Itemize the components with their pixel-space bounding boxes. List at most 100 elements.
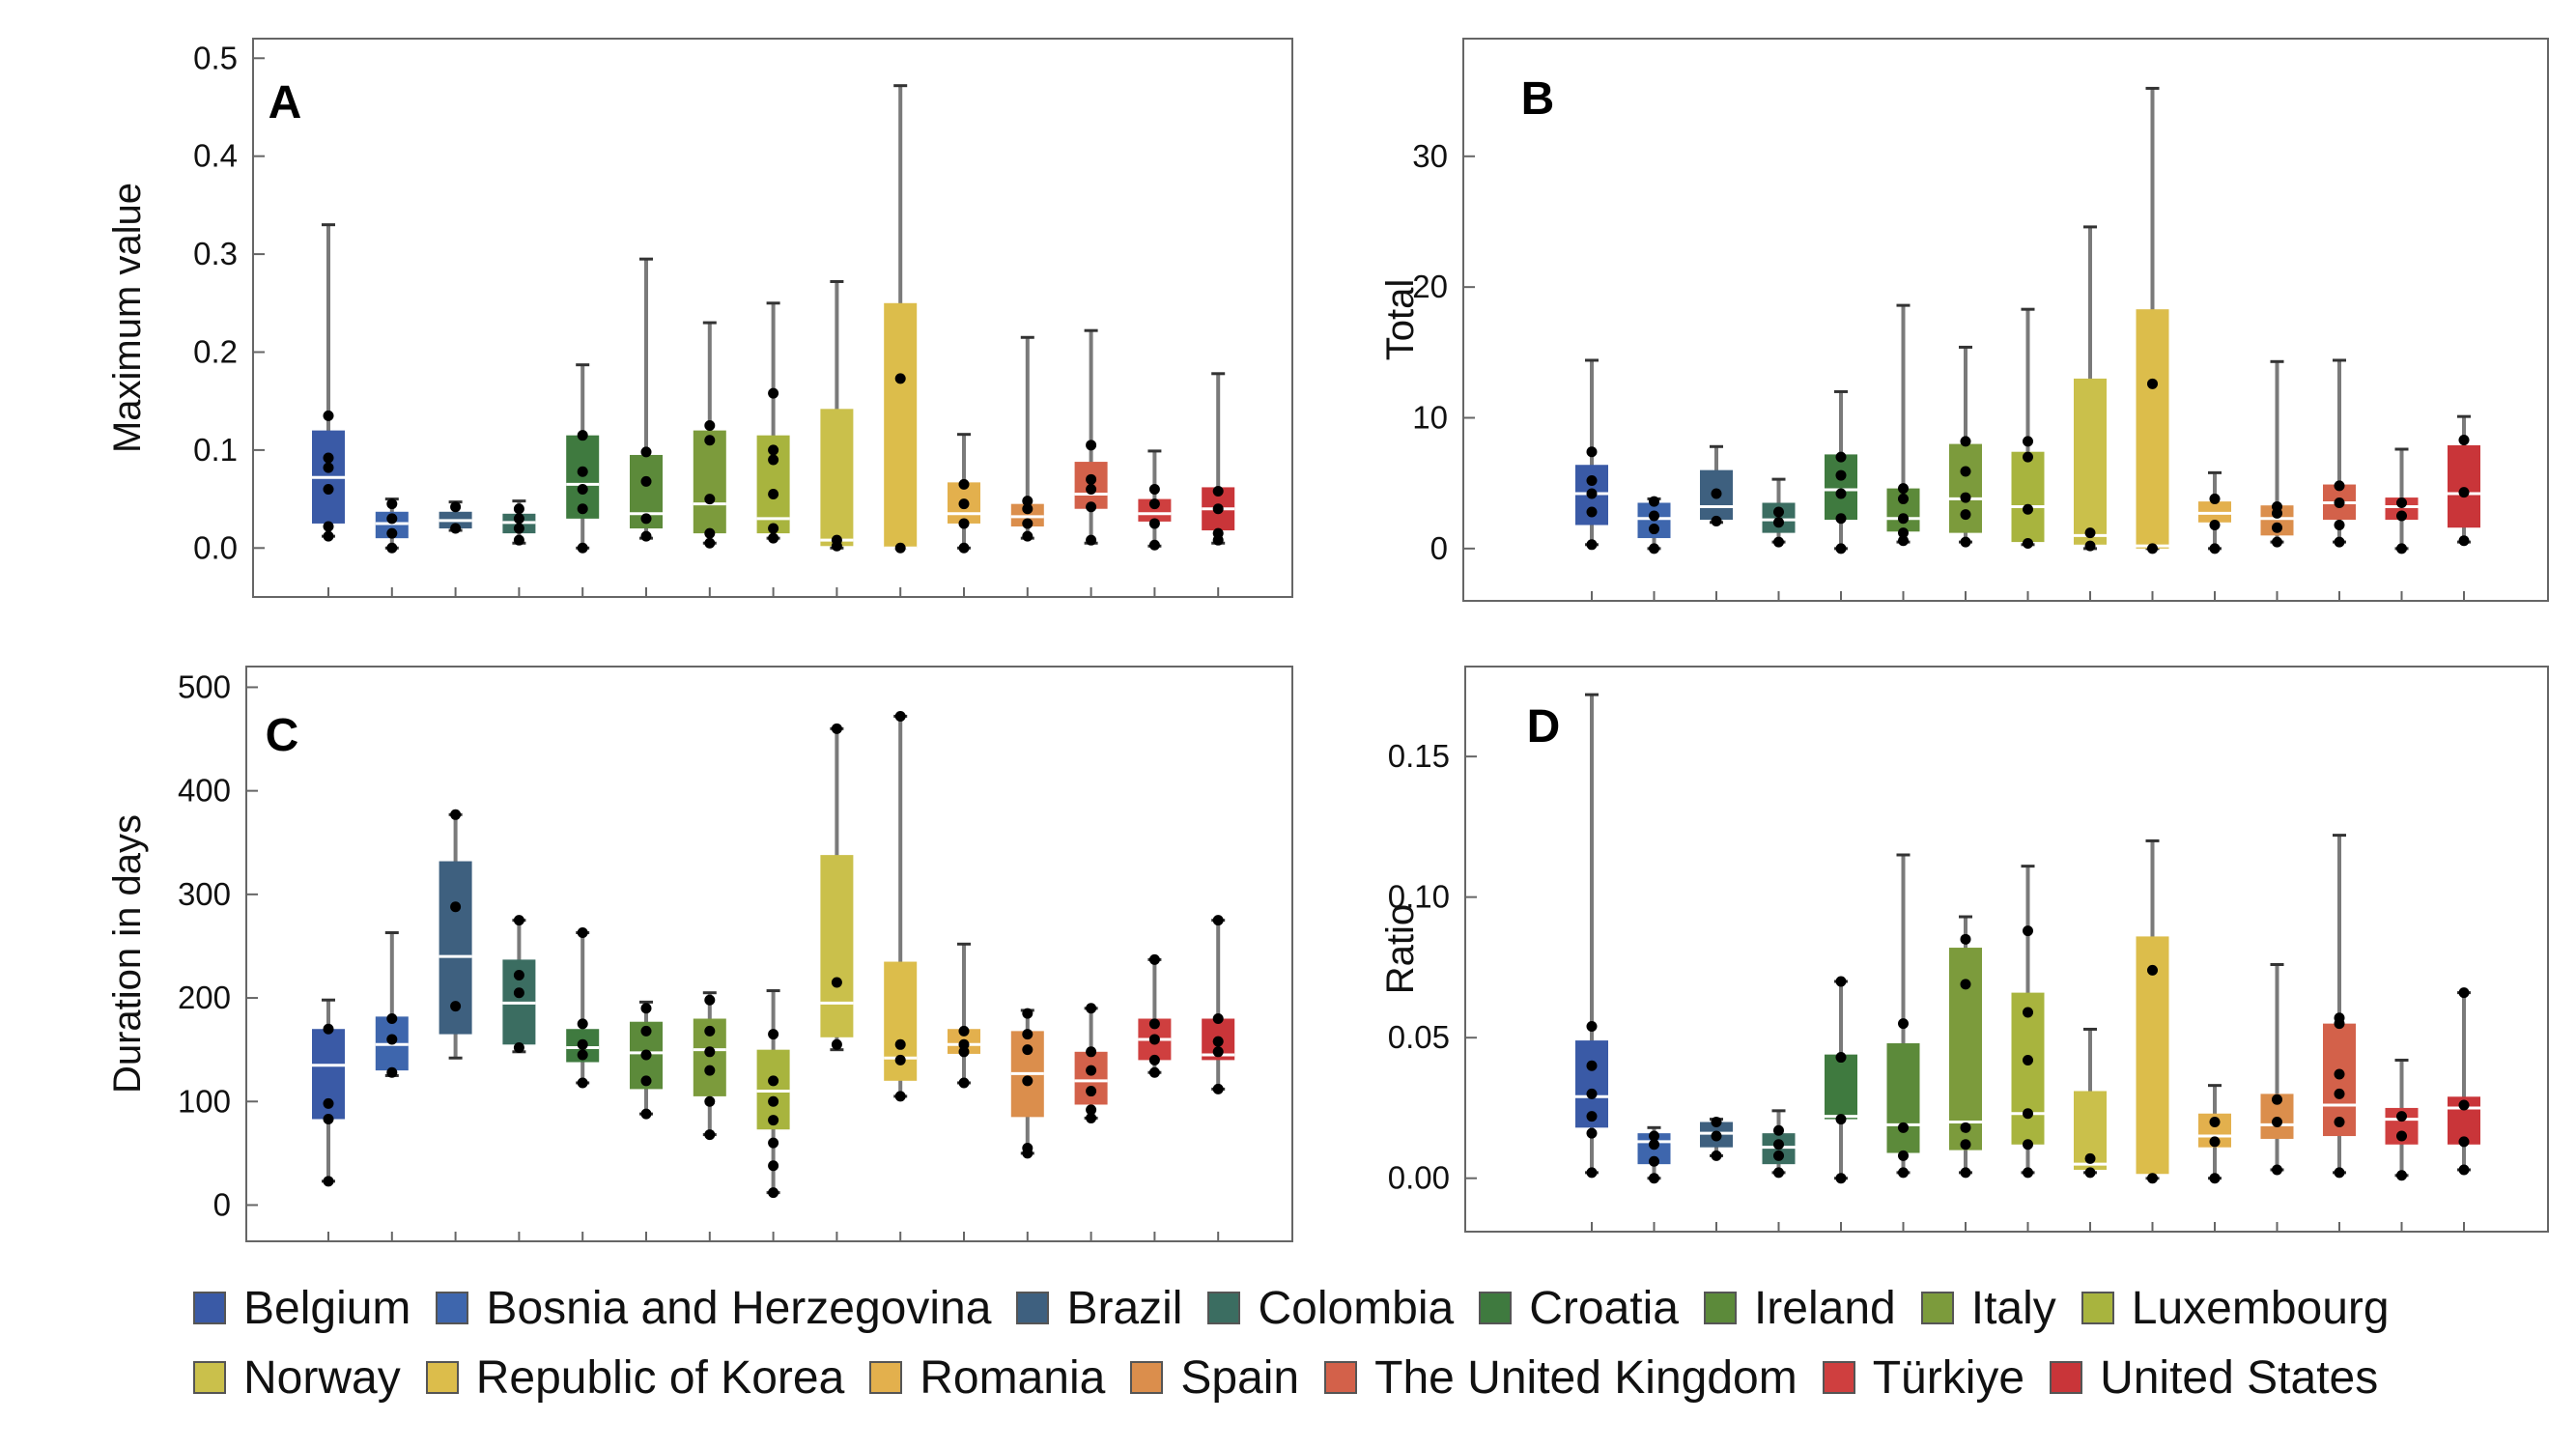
box-luxembourg [2011, 865, 2045, 1232]
data-point [386, 498, 398, 510]
data-point [704, 1046, 716, 1058]
data-point [768, 1115, 779, 1126]
panel-letter: C [266, 710, 299, 761]
box-body [1886, 1043, 1920, 1153]
data-point [513, 969, 524, 980]
data-point [1711, 488, 1722, 499]
y-axis-label: Maximum value [106, 183, 149, 453]
data-point [2458, 487, 2470, 498]
data-point [1960, 1122, 1971, 1133]
legend-swatch [1479, 1292, 1513, 1324]
legend-label: The United Kingdom [1374, 1351, 1798, 1404]
data-point [1773, 1150, 1784, 1161]
data-point [768, 523, 779, 534]
legend-label: Türkiye [1872, 1351, 2025, 1404]
legend-item: Türkiye [1822, 1351, 2025, 1405]
data-point [768, 489, 779, 500]
data-point [1212, 503, 1224, 515]
y-tick-label: 0.4 [193, 138, 238, 174]
data-point [1898, 527, 1909, 539]
data-point [513, 503, 524, 515]
data-point [1835, 1052, 1847, 1064]
box-italy [1949, 345, 1982, 601]
data-point [577, 1018, 588, 1030]
data-point [1835, 976, 1847, 987]
data-point [1022, 530, 1033, 542]
legend-label: Brazil [1066, 1282, 1183, 1334]
legend: Belgium Bosnia and Herzegovina Brazil Colom… [193, 1273, 2550, 1412]
box-the-united-kingdom [2323, 834, 2356, 1232]
data-point [894, 1054, 906, 1065]
data-point [704, 435, 716, 446]
legend-swatch [869, 1361, 903, 1394]
box-body [1138, 498, 1172, 522]
data-point [640, 1108, 652, 1120]
data-point [1898, 483, 1909, 495]
box-united-states [1202, 915, 1235, 1241]
data-point [2084, 1152, 2096, 1164]
data-point [1586, 539, 1598, 551]
y-tick-label: 500 [178, 668, 231, 704]
box-italy [693, 991, 726, 1241]
box-croatia [566, 927, 600, 1241]
panel-letter: A [269, 77, 302, 128]
data-point [577, 483, 588, 495]
data-point [1148, 1066, 1160, 1078]
data-point [577, 542, 588, 554]
data-point [2334, 480, 2345, 492]
data-point [1835, 513, 1847, 525]
data-point [2209, 519, 2221, 530]
data-point [386, 542, 398, 554]
data-point [1773, 517, 1784, 528]
box-republic-of-korea [2136, 86, 2169, 601]
box-norway [820, 723, 854, 1241]
data-point [768, 1160, 779, 1172]
data-point [1586, 1111, 1598, 1122]
data-point [323, 1176, 334, 1187]
data-point [1212, 527, 1224, 539]
box-luxembourg [2011, 307, 2045, 601]
legend-row: Norway Republic of Korea Romania Spain The U… [193, 1343, 2550, 1412]
data-point [323, 483, 334, 495]
legend-label: Republic of Korea [475, 1351, 845, 1404]
y-tick-label: 20 [1412, 269, 1448, 304]
legend-swatch [193, 1292, 226, 1324]
data-point [2209, 543, 2221, 554]
data-point [2272, 1116, 2282, 1127]
data-point [1212, 915, 1224, 926]
data-point [1773, 506, 1784, 518]
box-croatia [566, 363, 600, 597]
data-point [2272, 522, 2282, 533]
data-point [2396, 510, 2407, 522]
data-point [2023, 1007, 2033, 1018]
data-point [1586, 1167, 1598, 1179]
box-norway [2074, 1027, 2107, 1232]
legend-item: Colombia [1207, 1282, 1454, 1335]
data-point [1148, 539, 1160, 551]
box-body [820, 409, 854, 547]
legend-item: Norway [193, 1351, 401, 1405]
data-point [768, 1095, 779, 1107]
legend-item: Brazil [1016, 1282, 1182, 1335]
data-point [831, 534, 842, 546]
box-belgium [1575, 358, 1608, 601]
panel-d: 0.00 0.05 0.10 0.15 Ratio D [1379, 666, 2549, 1233]
box-t-rkiye [1138, 953, 1172, 1241]
plot-frame [1464, 666, 2549, 1233]
box-body [1825, 454, 1857, 521]
box-croatia [1825, 976, 1857, 1232]
legend-label: Spain [1180, 1351, 1300, 1404]
data-point [1086, 1003, 1097, 1014]
legend-item: Republic of Korea [425, 1351, 845, 1405]
box-luxembourg [756, 301, 790, 597]
data-point [513, 523, 524, 534]
box-bosnia-and-herzegovina [375, 931, 409, 1241]
box-italy [693, 321, 726, 597]
data-point [768, 1187, 779, 1199]
legend-item: Italy [1920, 1282, 2056, 1335]
data-point [2272, 501, 2282, 513]
data-point [1022, 1075, 1033, 1087]
data-point [323, 452, 334, 464]
box-brazil [439, 500, 472, 597]
data-point [640, 1075, 652, 1087]
